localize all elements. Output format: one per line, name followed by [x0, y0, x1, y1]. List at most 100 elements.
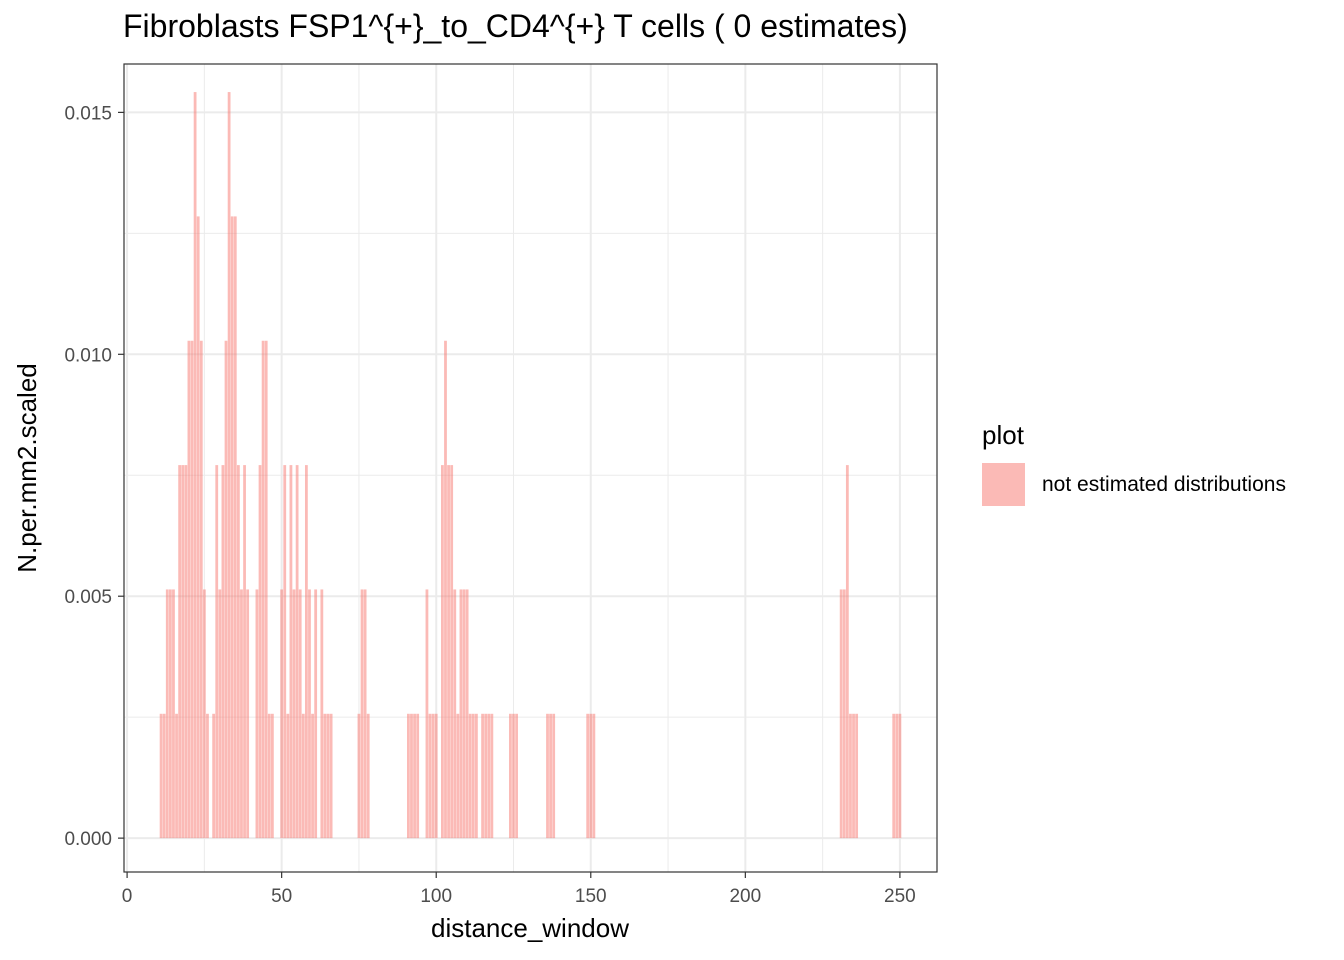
bar — [298, 589, 302, 839]
bar — [434, 713, 438, 839]
legend-swatch — [982, 463, 1025, 506]
bar — [264, 340, 268, 839]
bar — [295, 465, 299, 839]
bar — [243, 465, 246, 839]
bar — [175, 713, 178, 839]
bar — [895, 713, 899, 839]
bar — [227, 92, 231, 839]
bar — [465, 589, 469, 839]
bar — [592, 713, 596, 839]
bar — [444, 340, 447, 839]
bar — [230, 216, 234, 839]
bar — [425, 589, 429, 839]
bar — [450, 465, 454, 839]
bar — [490, 713, 494, 839]
bar — [366, 713, 370, 839]
bar — [246, 589, 250, 839]
bar — [187, 340, 191, 839]
bar — [855, 713, 859, 839]
legend-title: plot — [982, 420, 1024, 450]
bar — [852, 713, 855, 839]
panel-border — [123, 63, 938, 873]
bar — [441, 465, 444, 839]
bar — [459, 589, 463, 839]
bar — [218, 589, 222, 839]
bar — [292, 589, 296, 839]
bar — [283, 465, 287, 839]
bar — [258, 465, 262, 839]
bar — [311, 713, 314, 839]
bar — [270, 713, 274, 839]
bar — [202, 589, 206, 839]
bar — [289, 465, 293, 839]
bar — [240, 589, 243, 839]
bar — [839, 589, 843, 839]
bar — [481, 713, 484, 839]
bar — [184, 465, 188, 839]
bar — [323, 713, 327, 839]
bar — [468, 713, 472, 839]
bar — [456, 713, 460, 839]
bar — [193, 92, 197, 839]
legend-item: not estimated distributions — [982, 463, 1286, 506]
bar — [280, 589, 284, 839]
x-axis-title: distance_window — [431, 913, 629, 943]
bar — [586, 713, 590, 839]
y-tick-label: 0.000 — [64, 829, 112, 850]
bar — [172, 589, 175, 839]
bar — [475, 713, 478, 839]
x-tick-label: 150 — [575, 886, 607, 907]
bar — [453, 589, 457, 839]
bar — [308, 589, 311, 839]
bar — [509, 713, 512, 839]
y-axis-title: N.per.mm2.scaled — [12, 363, 42, 573]
bar — [320, 589, 324, 839]
bar — [233, 216, 237, 839]
bar — [849, 713, 852, 839]
bar — [165, 589, 169, 839]
bar — [360, 589, 364, 839]
bar — [471, 713, 475, 839]
bar — [589, 713, 593, 839]
bar — [407, 713, 410, 839]
bar — [410, 713, 413, 839]
x-tick-label: 50 — [271, 886, 292, 907]
bar — [221, 465, 225, 839]
bar — [357, 713, 361, 839]
bar — [304, 465, 308, 839]
bar — [892, 713, 896, 839]
bar — [199, 340, 203, 839]
bar — [898, 713, 902, 839]
bar — [181, 465, 185, 839]
bar — [326, 713, 330, 839]
chart-title: Fibroblasts FSP1^{+}_to_CD4^{+} T cells … — [123, 8, 908, 44]
bar — [212, 713, 216, 839]
x-tick-label: 200 — [729, 886, 761, 907]
bar — [416, 713, 420, 839]
y-tick-label: 0.015 — [64, 103, 112, 124]
bar — [512, 713, 515, 839]
bar — [267, 713, 271, 839]
bar — [431, 713, 435, 839]
ticks-layer: 0 50 100 150 200 250 0.000 0.005 0.010 0.015 — [64, 103, 915, 907]
bar — [301, 713, 305, 839]
bar — [515, 713, 518, 839]
bar — [413, 713, 416, 839]
bar — [255, 589, 259, 839]
bar — [314, 589, 318, 839]
bar — [215, 465, 219, 839]
bar — [363, 589, 367, 839]
y-tick-label: 0.010 — [64, 345, 112, 366]
bar — [178, 465, 182, 839]
bar — [546, 713, 549, 839]
bar — [168, 589, 172, 839]
bar — [487, 713, 491, 839]
bar — [484, 713, 488, 839]
bars-layer — [159, 92, 902, 839]
bar — [286, 713, 290, 839]
legend: plot not estimated distributions — [982, 420, 1286, 506]
x-tick-label: 0 — [122, 886, 133, 907]
bar — [224, 340, 228, 839]
y-tick-label: 0.005 — [64, 587, 112, 608]
